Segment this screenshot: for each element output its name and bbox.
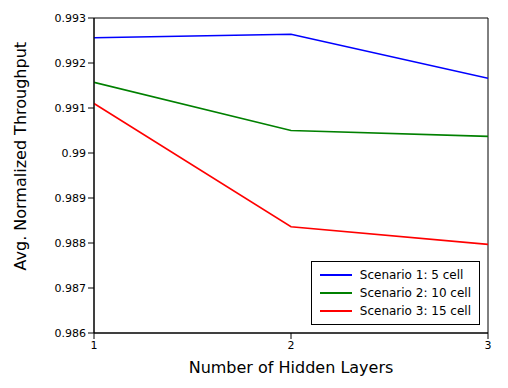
html-text:Scenario 2: 10 cell: Scenario 2: 10 cell	[359, 286, 471, 300]
svg-text:0.986: 0.986	[55, 327, 87, 340]
svg-text:0.993: 0.993	[55, 12, 87, 25]
svg-text:0.99: 0.99	[62, 147, 87, 160]
svg-text:3: 3	[485, 339, 492, 352]
svg-text:0.992: 0.992	[55, 57, 87, 70]
svg-text:0.989: 0.989	[55, 192, 87, 205]
html-text:Scenario 1: 5 cell: Scenario 1: 5 cell	[359, 268, 464, 282]
svg-text:Avg. Normalized Throughput: Avg. Normalized Throughput	[11, 42, 30, 271]
svg-text:0.991: 0.991	[55, 102, 87, 115]
html-text:Scenario 3: 15 cell: Scenario 3: 15 cell	[359, 304, 471, 318]
svg-text:Number of Hidden Layers: Number of Hidden Layers	[189, 358, 394, 377]
svg-text:2: 2	[288, 339, 295, 352]
svg-text:0.987: 0.987	[55, 282, 87, 295]
svg-text:1: 1	[91, 339, 98, 352]
svg-text:0.988: 0.988	[55, 237, 87, 250]
